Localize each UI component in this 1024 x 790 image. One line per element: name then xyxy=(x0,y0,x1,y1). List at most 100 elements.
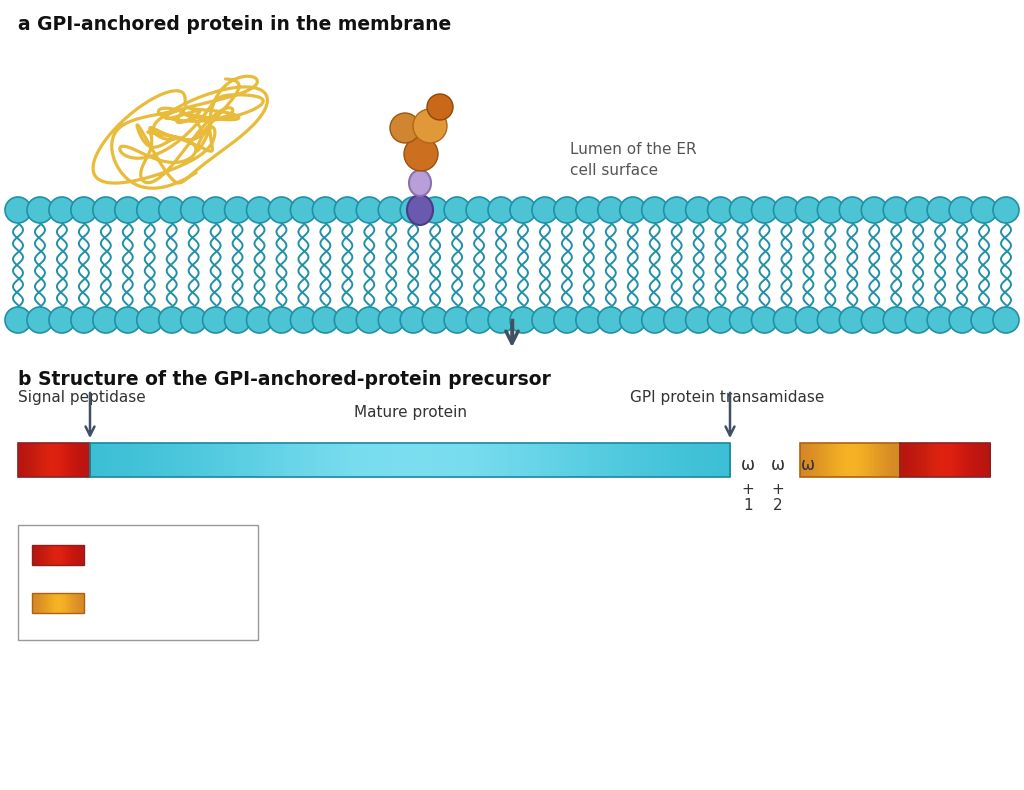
Bar xyxy=(60,443,61,477)
Bar xyxy=(901,443,903,477)
Bar xyxy=(84,443,86,477)
Bar xyxy=(931,443,932,477)
Bar xyxy=(426,443,430,477)
Bar xyxy=(800,443,802,477)
Bar xyxy=(955,443,956,477)
Bar xyxy=(914,443,916,477)
Bar xyxy=(938,443,940,477)
Bar xyxy=(215,443,218,477)
Circle shape xyxy=(664,307,690,333)
Circle shape xyxy=(413,109,447,143)
Bar xyxy=(850,443,852,477)
Bar xyxy=(959,443,962,477)
Ellipse shape xyxy=(407,195,433,225)
Bar xyxy=(670,443,673,477)
Bar xyxy=(63,593,65,613)
Bar xyxy=(477,443,481,477)
Bar xyxy=(820,443,821,477)
Bar xyxy=(814,443,815,477)
Bar xyxy=(695,443,698,477)
Bar xyxy=(45,593,47,613)
Circle shape xyxy=(686,197,712,223)
Bar xyxy=(224,443,228,477)
Text: b Structure of the GPI-anchored-protein precursor: b Structure of the GPI-anchored-protein … xyxy=(18,370,551,389)
Bar xyxy=(828,443,830,477)
Bar xyxy=(75,545,77,565)
Bar xyxy=(260,443,263,477)
Bar xyxy=(949,443,951,477)
Bar xyxy=(935,443,937,477)
Bar xyxy=(417,443,420,477)
Circle shape xyxy=(291,197,316,223)
Bar xyxy=(653,443,657,477)
Text: Hydrophobic region: Hydrophobic region xyxy=(94,548,230,562)
Bar xyxy=(56,443,58,477)
Bar xyxy=(943,443,944,477)
Circle shape xyxy=(444,197,470,223)
Bar xyxy=(39,593,40,613)
Bar xyxy=(53,443,54,477)
Bar xyxy=(32,545,34,565)
Circle shape xyxy=(971,197,997,223)
Bar xyxy=(247,443,251,477)
Circle shape xyxy=(159,197,184,223)
Bar xyxy=(75,443,76,477)
Bar xyxy=(161,443,164,477)
Circle shape xyxy=(49,307,75,333)
Bar xyxy=(42,593,44,613)
Bar xyxy=(50,443,52,477)
Circle shape xyxy=(466,197,493,223)
Bar xyxy=(927,443,929,477)
Bar xyxy=(80,545,82,565)
Circle shape xyxy=(356,197,382,223)
Circle shape xyxy=(620,307,646,333)
Circle shape xyxy=(949,307,975,333)
Bar xyxy=(18,443,19,477)
Bar xyxy=(920,443,921,477)
Circle shape xyxy=(203,197,228,223)
Bar xyxy=(144,443,148,477)
Bar xyxy=(86,443,88,477)
Bar xyxy=(866,443,868,477)
Bar xyxy=(102,443,106,477)
Bar xyxy=(349,443,353,477)
Bar xyxy=(548,443,551,477)
Bar xyxy=(951,443,953,477)
Bar xyxy=(45,545,47,565)
Bar xyxy=(877,443,878,477)
Bar xyxy=(106,443,110,477)
Bar xyxy=(966,443,967,477)
Bar xyxy=(942,443,943,477)
Bar xyxy=(282,443,286,477)
Bar xyxy=(292,443,295,477)
Bar xyxy=(871,443,873,477)
Circle shape xyxy=(752,197,777,223)
Bar xyxy=(804,443,806,477)
Bar xyxy=(895,443,897,477)
Circle shape xyxy=(686,307,712,333)
Bar xyxy=(73,545,74,565)
Ellipse shape xyxy=(409,170,431,196)
Bar xyxy=(205,443,209,477)
Bar xyxy=(65,593,67,613)
Bar xyxy=(327,443,331,477)
Bar xyxy=(904,443,906,477)
Bar xyxy=(983,443,985,477)
Bar xyxy=(170,443,174,477)
Bar xyxy=(900,443,990,477)
Bar xyxy=(525,443,529,477)
Bar xyxy=(30,443,32,477)
Bar xyxy=(78,545,79,565)
Bar xyxy=(929,443,931,477)
Circle shape xyxy=(817,197,844,223)
Bar xyxy=(634,443,638,477)
Bar xyxy=(46,545,48,565)
Bar xyxy=(311,443,314,477)
Bar xyxy=(522,443,525,477)
Bar xyxy=(75,593,77,613)
Bar xyxy=(971,443,973,477)
Bar xyxy=(538,443,542,477)
Bar xyxy=(913,443,915,477)
Bar xyxy=(551,443,555,477)
Bar xyxy=(48,443,50,477)
